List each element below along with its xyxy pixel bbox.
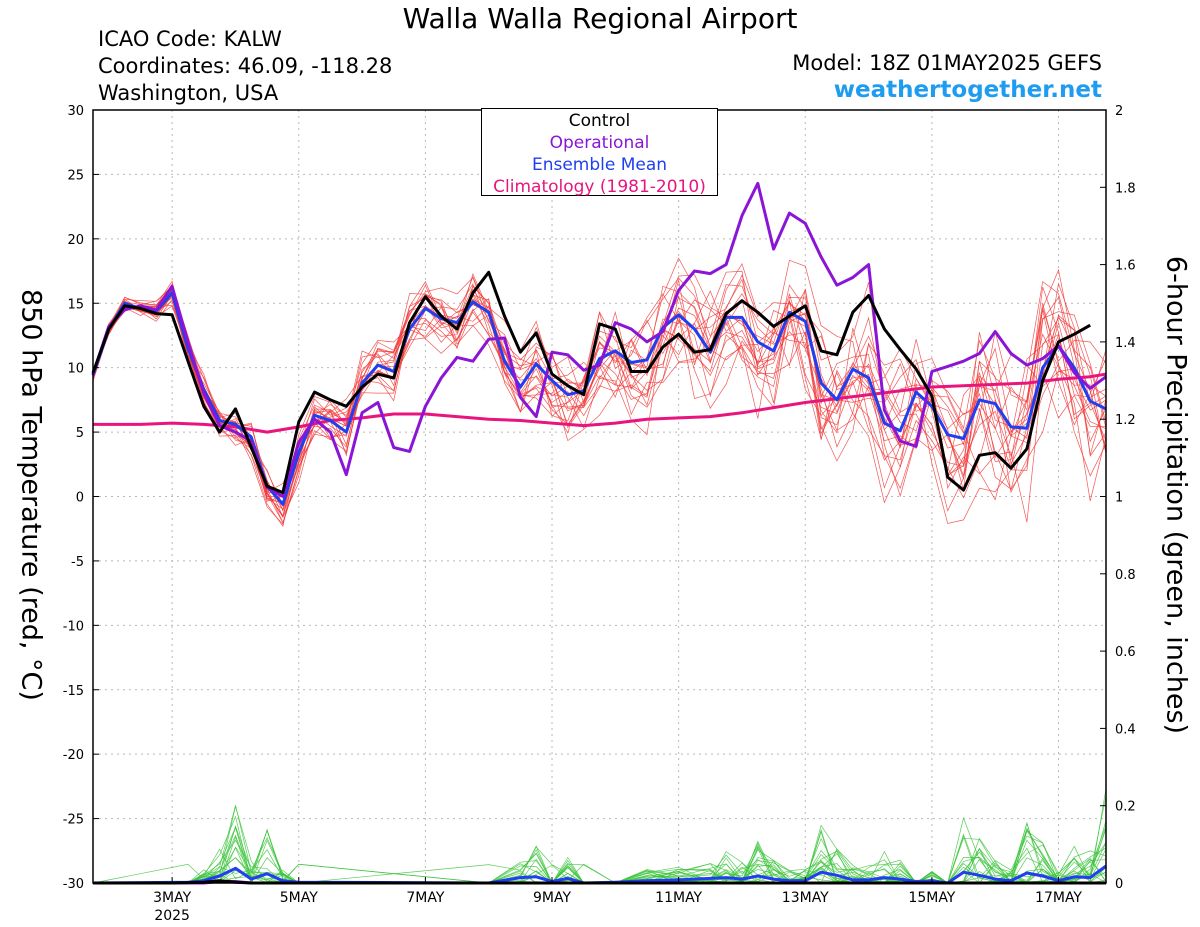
precip-member-line [93, 805, 1107, 884]
legend-ensemble-mean: Ensemble Mean [531, 155, 668, 175]
y-tick-label-left: 10 [67, 362, 84, 377]
temperature-climatology-1981-2010-line [93, 372, 1107, 434]
y-tick-label-left: -20 [63, 748, 84, 763]
y-tick-label-left: 30 [67, 104, 84, 119]
y-tick-label-left: 25 [67, 168, 84, 183]
temperature-member-line [92, 272, 1107, 504]
temperature-member-line [92, 280, 1107, 524]
precip-member-line [93, 788, 1107, 884]
x-tick-label: 9MAY [533, 890, 571, 906]
y-tick-label-right: 1.6 [1115, 259, 1136, 274]
y-tick-label-left: -30 [63, 877, 84, 892]
legend-operational: Operational [549, 133, 650, 153]
region: Washington, USA [98, 81, 279, 105]
temperature-member-line [92, 270, 1107, 524]
legend-climatology: Climatology (1981-2010) [493, 177, 706, 197]
temperature-member-line [92, 286, 1107, 507]
y-tick-label-right: 1.8 [1115, 181, 1136, 196]
y-tick-label-left: 15 [67, 297, 84, 312]
precip-ensemble-mean-line [92, 864, 1107, 885]
temperature-member-line [92, 277, 1107, 502]
x-tick-label: 11MAY [655, 890, 702, 906]
x-tick-sublabel: 2025 [154, 908, 190, 924]
y-tick-label-right: 2 [1115, 104, 1123, 119]
y-tick-label-right: 1.2 [1115, 413, 1136, 428]
y-tick-label-right: 1.4 [1115, 336, 1136, 351]
y-tick-label-left: -25 [63, 813, 84, 828]
brand-link[interactable]: weathertogether.net [833, 77, 1102, 103]
chart-title: Walla Walla Regional Airport [402, 2, 798, 35]
model-info: Model: 18Z 01MAY2025 GEFS weathertogethe… [792, 50, 1102, 104]
legend: Control Operational Ensemble Mean Climat… [481, 108, 718, 197]
y-tick-label-right: 0 [1115, 877, 1123, 892]
y-tick-label-left: 0 [76, 491, 84, 506]
precip-member-line [93, 839, 1107, 884]
temperature-control-line [91, 270, 1091, 495]
y-tick-label-right: 0.6 [1115, 645, 1136, 660]
temperature-operational-line [91, 181, 1107, 498]
y-tick-label-left: -10 [63, 619, 84, 634]
x-tick-label: 5MAY [280, 890, 318, 906]
y-tick-label-left: -15 [63, 684, 84, 699]
temperature-member-line [92, 257, 1107, 512]
y-tick-label-left: 5 [76, 426, 84, 441]
temperature-member-line [92, 284, 1107, 495]
icao-code: ICAO Code: KALW [98, 27, 282, 51]
x-tick-label: 17MAY [1035, 890, 1082, 906]
x-tick-label: 7MAY [406, 890, 444, 906]
y-tick-label-right: 1 [1115, 491, 1123, 506]
x-tick-label: 15MAY [908, 890, 955, 906]
station-info: ICAO Code: KALW Coordinates: 46.09, -118… [98, 26, 392, 107]
y-tick-label-left: -5 [71, 555, 84, 570]
model-run: Model: 18Z 01MAY2025 GEFS [792, 51, 1102, 75]
x-tick-label: 13MAY [782, 890, 829, 906]
legend-control: Control [568, 111, 631, 131]
x-tick-label: 3MAY [153, 890, 191, 906]
y-tick-label-right: 0.2 [1115, 800, 1136, 815]
y-tick-label-right: 0.4 [1115, 722, 1136, 737]
y-tick-label-left: 20 [67, 233, 84, 248]
coordinates: Coordinates: 46.09, -118.28 [98, 54, 393, 78]
y-tick-label-right: 0.8 [1115, 568, 1136, 583]
